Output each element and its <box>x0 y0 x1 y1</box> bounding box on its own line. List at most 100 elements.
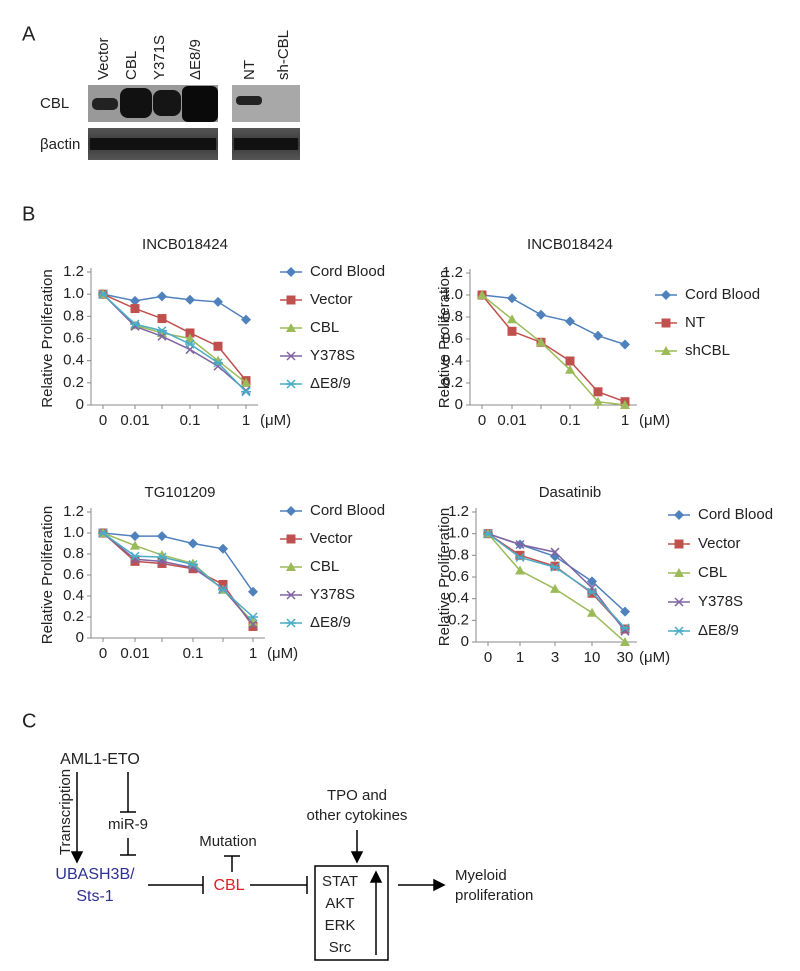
blot <box>88 85 300 160</box>
marker-shape <box>507 314 517 324</box>
marker-shape <box>593 387 603 397</box>
legend-marker <box>286 379 296 389</box>
marker-shape <box>213 296 223 307</box>
y-tick-label: 0.8 <box>63 545 84 562</box>
data-point <box>515 539 525 550</box>
data-point <box>536 309 546 320</box>
node: UBASH3B/ <box>55 866 135 883</box>
data-point <box>248 617 258 627</box>
y-tick-label: 1.0 <box>63 285 84 302</box>
data-point <box>157 556 167 566</box>
data-point <box>536 337 546 347</box>
legend-label: Vector <box>310 291 353 308</box>
y-tick-label: 0.2 <box>442 374 463 391</box>
row-label: CBL <box>40 95 69 112</box>
node: Transcription <box>57 769 74 855</box>
y-axis-label: Relative Proliferation <box>436 508 453 646</box>
y-tick-label: 0 <box>455 396 463 413</box>
data-point <box>507 293 517 304</box>
x-tick-label: 0.1 <box>560 412 581 429</box>
lane-label: Y371S <box>151 35 168 80</box>
node: CBL <box>213 877 244 894</box>
y-tick-label: 1.2 <box>448 503 469 520</box>
lane-label: sh-CBL <box>275 30 292 80</box>
legend-marker <box>674 597 684 607</box>
series-line <box>487 532 626 613</box>
marker-shape <box>241 386 251 396</box>
marker-shape <box>241 377 251 387</box>
marker-shape <box>286 323 296 332</box>
marker-shape <box>661 318 671 328</box>
node: Sts-1 <box>76 888 113 905</box>
legend-marker <box>286 590 296 600</box>
marker-shape <box>130 556 140 566</box>
x-tick-label: 0 <box>484 649 492 666</box>
marker-shape <box>188 538 198 549</box>
x-tick-label: 0.1 <box>180 412 201 429</box>
marker-shape <box>130 304 140 314</box>
data-point <box>218 543 228 554</box>
legend-marker <box>661 318 671 328</box>
marker-shape <box>550 583 560 593</box>
lane-label: CBL <box>123 51 140 80</box>
x-unit-label: (μM) <box>267 645 298 662</box>
chart-title: Dasatinib <box>539 484 602 501</box>
series-line <box>102 532 254 618</box>
data-point <box>218 585 228 595</box>
marker-shape <box>620 339 630 350</box>
x-unit-label: (μM) <box>639 412 670 429</box>
data-point <box>587 607 597 617</box>
marker-shape <box>536 337 546 347</box>
series-line <box>102 293 247 321</box>
marker-shape <box>515 539 525 550</box>
panel-label: C <box>22 710 36 732</box>
data-point <box>620 637 630 646</box>
data-point <box>507 314 517 324</box>
legend-label: CBL <box>310 319 339 336</box>
data-point <box>188 538 198 549</box>
marker-shape <box>587 576 597 587</box>
x-tick-label: 1 <box>621 412 629 429</box>
y-tick-label: 0.6 <box>63 566 84 583</box>
y-tick-label: 1.2 <box>442 264 463 281</box>
x-tick-label: 0.1 <box>183 645 204 662</box>
data-point <box>185 328 195 338</box>
node: miR-9 <box>108 816 148 833</box>
data-point <box>515 552 525 563</box>
x-unit-label: (μM) <box>260 412 291 429</box>
series-line <box>102 532 254 623</box>
y-axis-label: Relative Proliferation <box>39 269 56 407</box>
chart-title: TG101209 <box>145 484 216 501</box>
marker-shape <box>620 624 630 634</box>
marker-shape <box>565 316 575 327</box>
legend-label: Y378S <box>310 586 355 603</box>
marker-shape <box>661 346 671 355</box>
legend-label: ΔE8/9 <box>310 375 351 392</box>
x-tick-label: 30 <box>617 649 634 666</box>
node: STAT <box>322 873 358 890</box>
data-point <box>515 550 525 560</box>
x-tick-label: 10 <box>584 649 601 666</box>
node: Myeloid <box>455 867 507 884</box>
legend-label: CBL <box>698 564 727 581</box>
y-tick-label: 1.0 <box>442 286 463 303</box>
y-tick-label: 0.2 <box>63 608 84 625</box>
y-tick-label: 0.4 <box>63 587 84 604</box>
y-tick-label: 0.6 <box>63 329 84 346</box>
data-point <box>550 547 560 557</box>
marker-shape <box>185 294 195 305</box>
legend-label: Cord Blood <box>685 286 760 303</box>
x-tick-label: 0.01 <box>120 412 149 429</box>
marker-shape <box>674 539 684 549</box>
marker-shape <box>536 309 546 320</box>
x-tick-label: 3 <box>551 649 559 666</box>
marker-shape <box>157 531 167 542</box>
marker-shape <box>241 314 251 325</box>
y-tick-label: 1.2 <box>63 263 84 280</box>
data-point <box>587 587 597 597</box>
legend-label: NT <box>685 314 705 331</box>
marker-shape <box>593 396 603 406</box>
x-tick-label: 0 <box>99 645 107 662</box>
legend-marker <box>674 626 684 636</box>
y-tick-label: 0 <box>76 629 84 646</box>
